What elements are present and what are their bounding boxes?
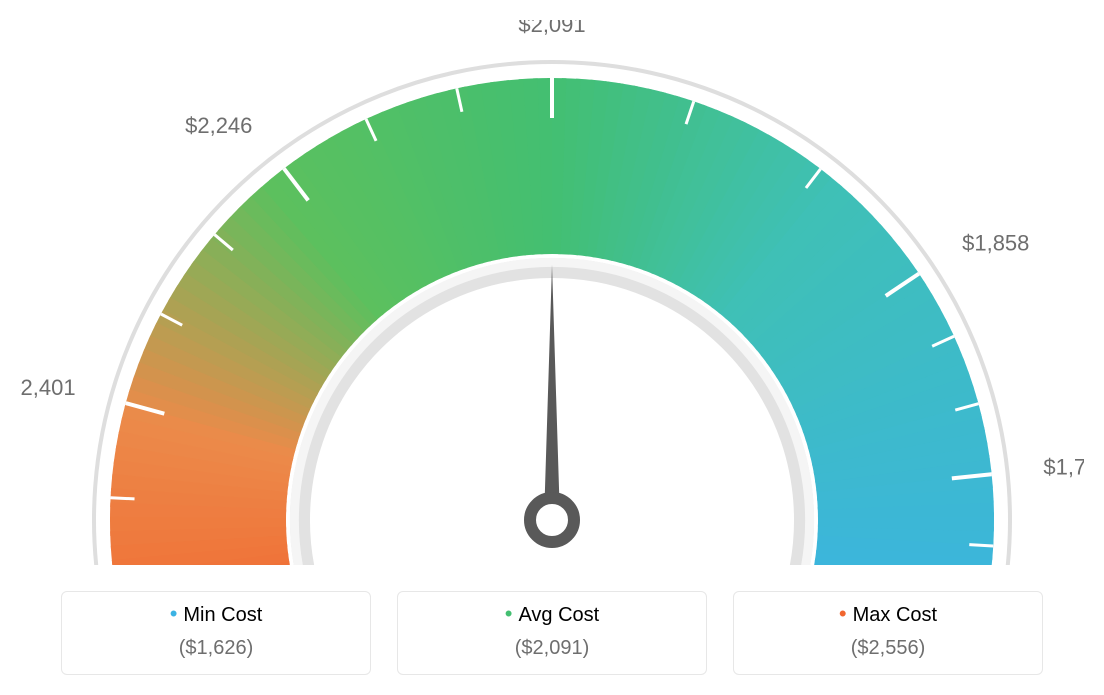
gauge-tick-label: $2,091 xyxy=(518,20,585,37)
legend-value-max: ($2,556) xyxy=(744,637,1032,660)
legend-title-text: Avg Cost xyxy=(518,604,599,626)
legend-row: •Min Cost ($1,626) •Avg Cost ($2,091) •M… xyxy=(20,591,1084,675)
gauge-tick-label: $2,246 xyxy=(185,113,252,138)
legend-title-avg: •Avg Cost xyxy=(408,604,696,627)
gauge-tick-minor xyxy=(111,498,135,499)
legend-value-min: ($1,626) xyxy=(72,637,360,660)
legend-value-avg: ($2,091) xyxy=(408,637,696,660)
legend-title-text: Max Cost xyxy=(853,604,937,626)
legend-title-min: •Min Cost xyxy=(72,604,360,627)
gauge-needle-hub xyxy=(530,498,574,542)
gauge-tick-label: $2,401 xyxy=(20,375,76,400)
legend-bullet-icon: • xyxy=(170,603,178,625)
legend-card-avg: •Avg Cost ($2,091) xyxy=(397,591,707,675)
gauge-tick-label: $1,858 xyxy=(962,230,1029,255)
legend-title-max: • Max Cost xyxy=(744,604,1032,627)
legend-card-min: •Min Cost ($1,626) xyxy=(61,591,371,675)
gauge-tick-minor xyxy=(969,545,993,546)
gauge-tick-label: $1,742 xyxy=(1043,455,1084,480)
legend-bullet-icon: • xyxy=(505,603,513,625)
gauge-needle xyxy=(544,265,560,520)
gauge-svg: $1,626$1,742$1,858$2,091$2,246$2,401$2,5… xyxy=(20,20,1084,565)
legend-card-max: • Max Cost ($2,556) xyxy=(733,591,1043,675)
legend-title-text: Min Cost xyxy=(183,604,262,626)
legend-bullet-icon: • xyxy=(839,603,847,625)
cost-gauge-chart: $1,626$1,742$1,858$2,091$2,246$2,401$2,5… xyxy=(20,20,1084,675)
